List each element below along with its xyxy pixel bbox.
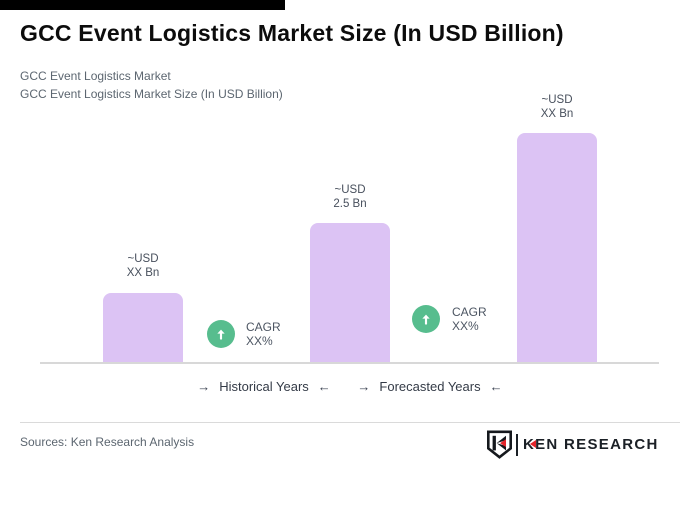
bar-value-line2: XX Bn (126, 267, 160, 279)
page-title: GCC Event Logistics Market Size (In USD … (20, 20, 564, 46)
x-axis-line (40, 362, 659, 364)
cagr-label: CAGR (452, 305, 487, 319)
bar-value-label-base: ~USD 2.5 Bn (290, 183, 410, 211)
sources-text: Sources: Ken Research Analysis (20, 435, 195, 449)
ken-research-logo-icon (487, 430, 512, 459)
up-arrow-icon (217, 329, 225, 340)
logo-wordmark: KEN RESEARCH (523, 431, 659, 458)
top-accent-bar (0, 0, 285, 10)
bar-base-year (310, 223, 390, 363)
bar-value-label-historical: ~USD XX Bn (83, 252, 203, 280)
logo-wordmark-text: KEN RESEARCH (523, 436, 659, 453)
cagr-label: CAGR (246, 320, 281, 334)
axis-label-forecasted-years: → Forecasted Years ← (357, 379, 502, 394)
logo-separator (516, 433, 518, 456)
cagr-text-2: CAGR XX% (452, 305, 487, 333)
axis-label-text: Historical Years (219, 379, 309, 394)
bar-value-line1: ~USD (334, 184, 366, 196)
axis-label-text: Forecasted Years (379, 379, 481, 394)
cagr-text-1: CAGR XX% (246, 320, 281, 348)
cagr-value: XX% (246, 334, 273, 348)
bar-value-line1: ~USD (127, 253, 159, 265)
axis-label-historical-years: → Historical Years ← (197, 379, 331, 394)
right-arrow-icon: → (357, 379, 371, 394)
bar-value-line1: ~USD (541, 94, 573, 106)
cagr-badge-2 (412, 305, 440, 333)
right-arrow-icon: → (197, 379, 211, 394)
bar-historical (103, 293, 183, 363)
ken-research-logo: KEN RESEARCH (486, 430, 659, 459)
cagr-badge-1 (207, 320, 235, 348)
cagr-value: XX% (452, 319, 479, 333)
bar-value-line2: XX Bn (540, 108, 574, 120)
subtitle-market: GCC Event Logistics Market (20, 69, 171, 83)
bar-value-line2: 2.5 Bn (333, 198, 367, 210)
logo-red-triangle-icon (530, 440, 536, 448)
subtitle-market-size: GCC Event Logistics Market Size (In USD … (20, 87, 283, 101)
footer-divider (20, 422, 680, 423)
bar-value-label-forecast: ~USD XX Bn (497, 93, 617, 121)
bar-forecast (517, 133, 597, 363)
left-arrow-icon: ← (489, 379, 503, 394)
left-arrow-icon: ← (317, 379, 331, 394)
up-arrow-icon (422, 314, 430, 325)
